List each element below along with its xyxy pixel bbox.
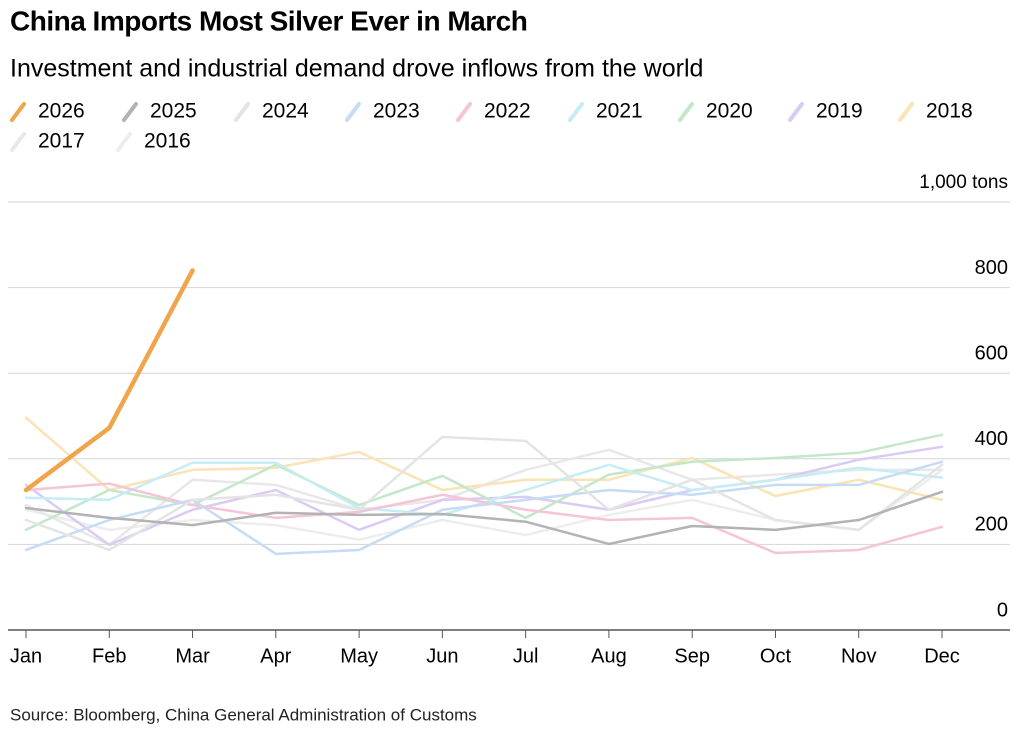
legend-label: 2024 bbox=[262, 100, 309, 123]
y-tick-label: 0 bbox=[997, 599, 1008, 621]
x-tick-label: Nov bbox=[841, 645, 877, 667]
legend-item: 2019 bbox=[788, 100, 863, 123]
legend: 2026 2025 2024 2023 2022 2021 2020 2019 2018 2017… bbox=[10, 100, 973, 153]
y-tick-label: 400 bbox=[975, 428, 1008, 450]
legend-label: 2019 bbox=[816, 100, 863, 123]
legend-label: 2018 bbox=[926, 100, 973, 123]
legend-label: 2026 bbox=[38, 100, 85, 123]
series-line bbox=[23, 268, 195, 493]
series-line bbox=[24, 482, 944, 555]
x-tick-label: Jan bbox=[10, 645, 42, 667]
x-tick-label: Mar bbox=[175, 645, 210, 667]
series-line bbox=[24, 435, 944, 552]
legend-swatch bbox=[116, 132, 132, 152]
series-line bbox=[24, 416, 944, 502]
legend-item: 2021 bbox=[568, 100, 643, 123]
y-tick-label: 600 bbox=[975, 342, 1008, 364]
legend-swatch bbox=[122, 102, 138, 122]
series-line bbox=[24, 433, 944, 532]
legend-item: 2026 bbox=[10, 100, 85, 123]
legend-swatch bbox=[10, 102, 26, 122]
legend-label: 2017 bbox=[38, 130, 85, 153]
chart-title: China Imports Most Silver Ever in March bbox=[10, 5, 527, 36]
legend-item: 2018 bbox=[898, 100, 973, 123]
series-line bbox=[24, 490, 944, 546]
chart-subtitle: Investment and industrial demand drove i… bbox=[10, 55, 703, 83]
x-tick-label: May bbox=[340, 645, 378, 667]
x-tick-label: Jul bbox=[513, 645, 539, 667]
legend-label: 2023 bbox=[373, 100, 420, 123]
x-tick-label: Apr bbox=[260, 645, 291, 667]
legend-label: 2020 bbox=[706, 100, 753, 123]
x-tick-label: Jun bbox=[426, 645, 458, 667]
legend-item: 2017 bbox=[10, 130, 85, 153]
x-tick-label: Oct bbox=[760, 645, 792, 667]
x-tick-label: Feb bbox=[92, 645, 126, 667]
legend-swatch bbox=[10, 132, 26, 152]
legend-item: 2022 bbox=[456, 100, 531, 123]
y-tick-label: 1,000 tons bbox=[919, 172, 1008, 193]
x-tick-label: Sep bbox=[674, 645, 710, 667]
y-tick-label: 800 bbox=[975, 257, 1008, 279]
legend-swatch bbox=[568, 102, 584, 122]
legend-swatch bbox=[788, 102, 804, 122]
series-line bbox=[24, 445, 944, 547]
legend-swatch bbox=[234, 102, 250, 122]
series-line bbox=[24, 460, 944, 556]
legend-swatch bbox=[345, 102, 361, 122]
source-note: Source: Bloomberg, China General Adminis… bbox=[10, 705, 477, 724]
legend-item: 2023 bbox=[345, 100, 420, 123]
legend-item: 2020 bbox=[678, 100, 753, 123]
legend-swatch bbox=[678, 102, 694, 122]
legend-item: 2016 bbox=[116, 130, 191, 153]
x-tick-label: Dec bbox=[924, 645, 960, 667]
legend-label: 2025 bbox=[150, 100, 197, 123]
y-tick-label: 200 bbox=[975, 514, 1008, 536]
legend-label: 2016 bbox=[144, 130, 191, 153]
legend-label: 2021 bbox=[596, 100, 643, 123]
legend-swatch bbox=[456, 102, 472, 122]
x-tick-label: Aug bbox=[591, 645, 627, 667]
legend-item: 2024 bbox=[234, 100, 309, 123]
legend-swatch bbox=[898, 102, 914, 122]
legend-item: 2025 bbox=[122, 100, 197, 123]
legend-label: 2022 bbox=[484, 100, 531, 123]
